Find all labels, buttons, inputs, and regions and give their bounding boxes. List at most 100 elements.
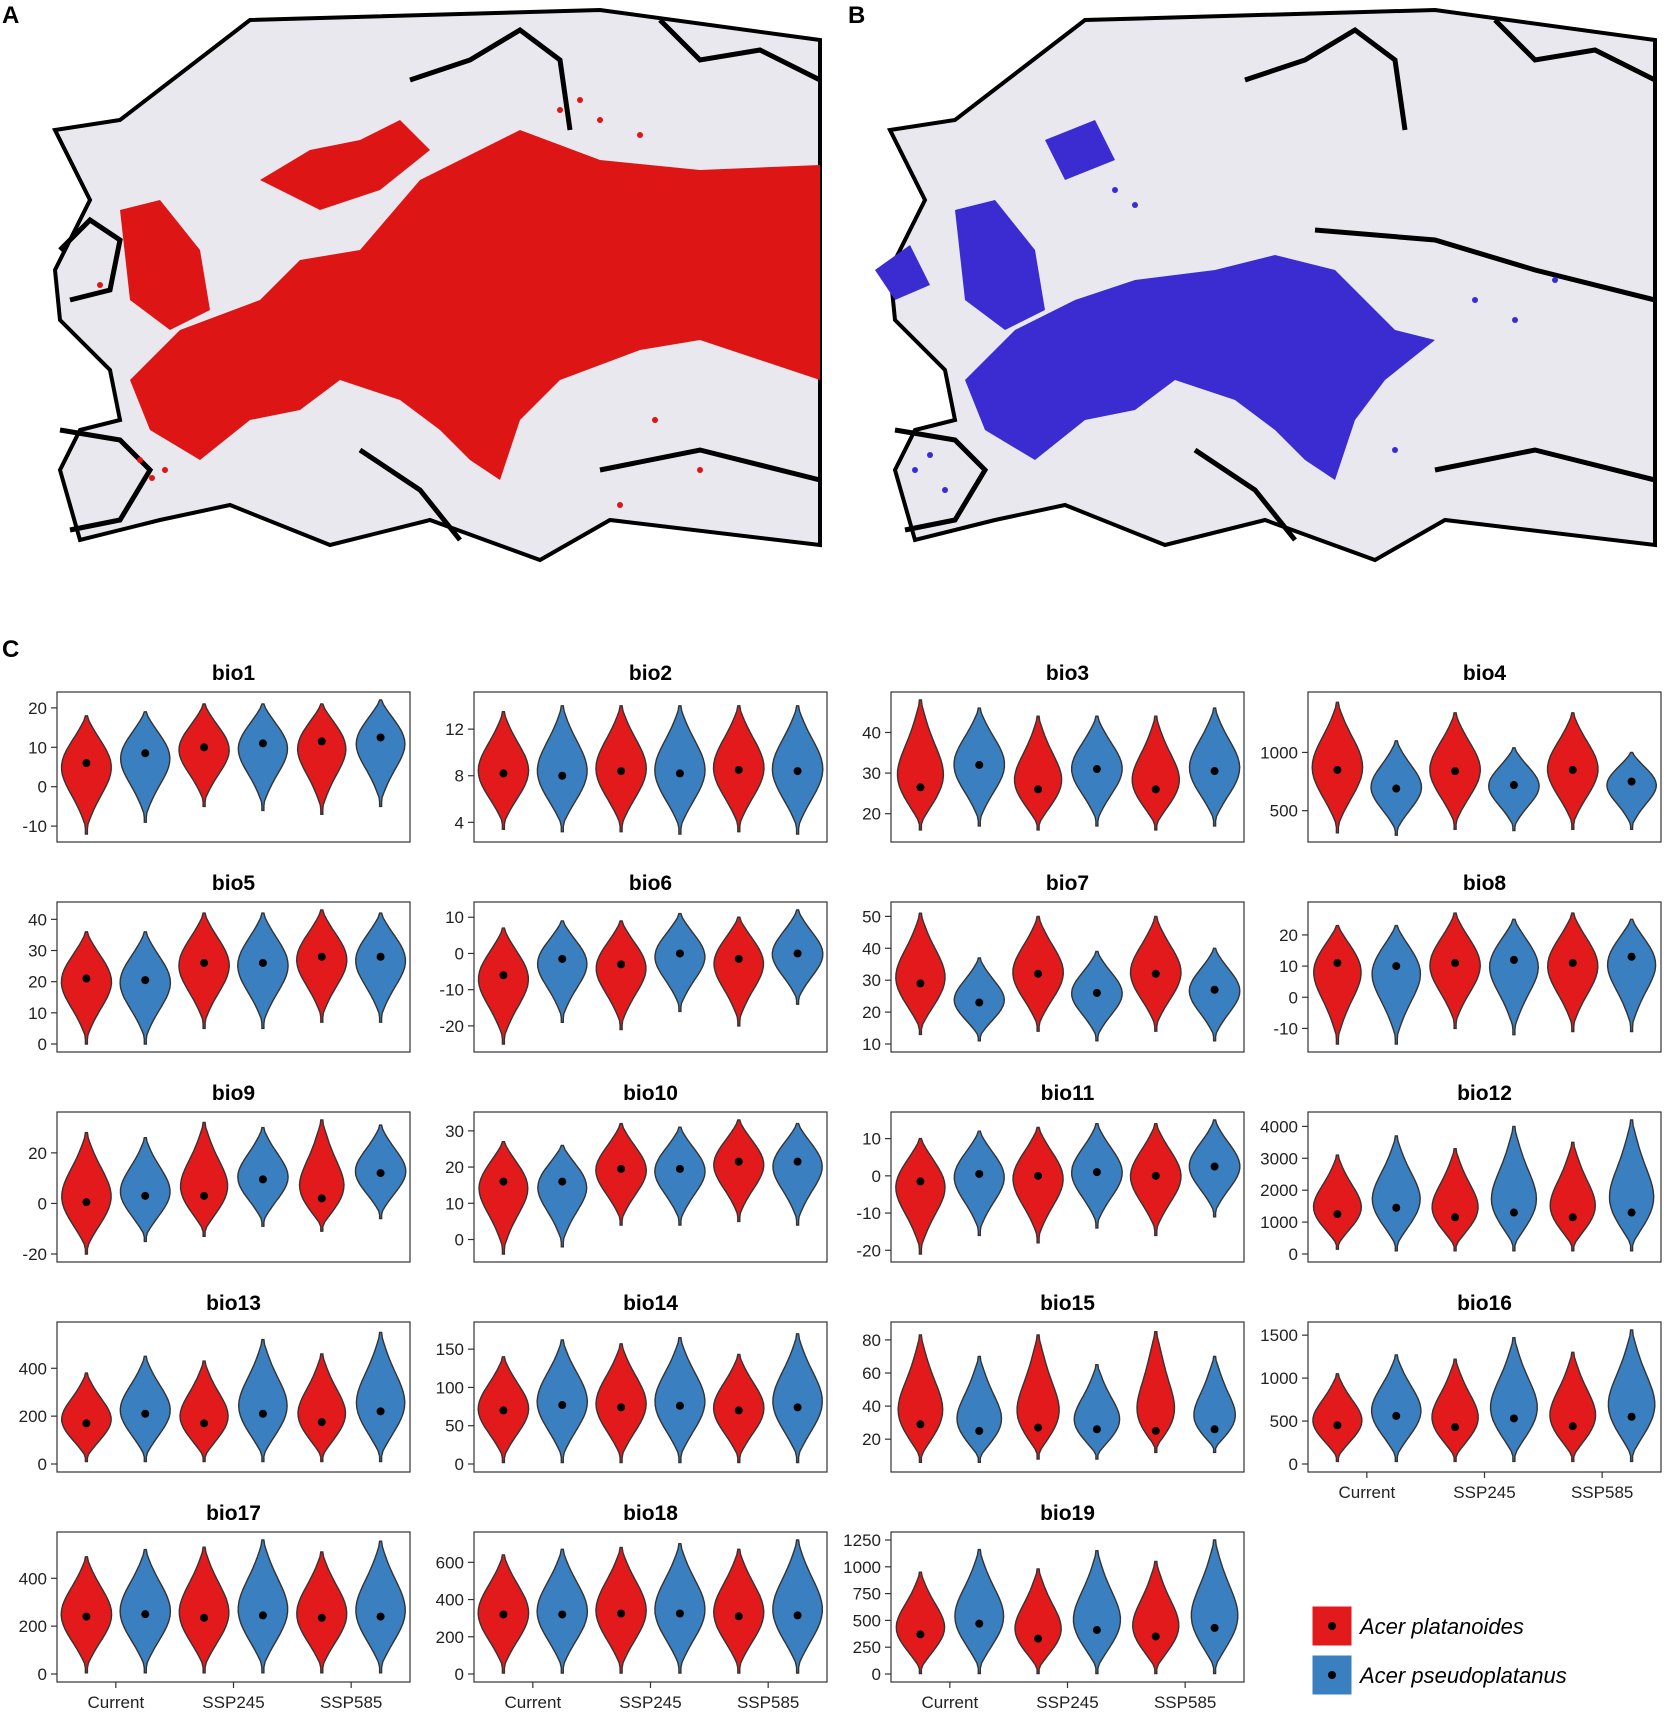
median-point (675, 1609, 684, 1618)
median-point (200, 1419, 209, 1428)
violin-platanoides-Current (895, 1137, 946, 1255)
median-point (793, 949, 802, 958)
violin-panel-bio6: bio6 -20 -10 0 10 (439, 872, 828, 1053)
violin-panel-bio7: bio7 10 20 30 40 50 (862, 872, 1245, 1054)
map-coastlines (58, 18, 822, 542)
panel-title: bio8 (1463, 872, 1506, 895)
violin-platanoides-SSP245 (1016, 1334, 1060, 1460)
violin-pseudoplatanus-SSP585 (1188, 707, 1241, 827)
median-point (258, 1611, 267, 1620)
y-tick-label: 1000 (843, 1558, 881, 1577)
y-tick-label: 50 (862, 907, 881, 926)
median-point (793, 767, 802, 776)
median-point (1392, 1203, 1401, 1212)
violin-pseudoplatanus-SSP245 (1487, 747, 1540, 832)
map-coastlines (894, 18, 1657, 542)
panel-title: bio11 (1041, 1082, 1095, 1105)
median-point (376, 733, 385, 742)
panel-frame (473, 1531, 828, 1683)
violin-platanoides-SSP585 (1131, 1560, 1180, 1675)
map-panel-a (0, 0, 835, 610)
violin-panel-bio17: bio17 0 200 400 Current SSP245 SSP585 (19, 1502, 411, 1712)
median-point (558, 954, 567, 963)
median-point (499, 1610, 508, 1619)
median-point (1210, 1623, 1219, 1632)
median-point (558, 1177, 567, 1186)
median-point (1451, 958, 1460, 967)
median-point (617, 1164, 626, 1173)
legend-key-dot (1328, 1671, 1336, 1679)
median-point (141, 1610, 150, 1619)
violin-panel-bio11: bio11 -20 -10 0 10 (856, 1082, 1245, 1263)
panel-frame (890, 1321, 1245, 1473)
violin-platanoides-SSP585 (1549, 1351, 1597, 1463)
y-tick-label: -10 (856, 1204, 881, 1223)
legend-label-0: Acer platanoides (1358, 1614, 1524, 1639)
violin-pseudoplatanus-SSP245 (1490, 1125, 1538, 1252)
median-point (141, 1409, 150, 1418)
median-point (1034, 1171, 1043, 1180)
violin-platanoides-Current (1311, 701, 1364, 834)
violin-pseudoplatanus-SSP245 (237, 1539, 289, 1674)
y-tick-label: 150 (436, 1340, 464, 1359)
violin-platanoides-SSP585 (1136, 1331, 1176, 1454)
median-point (1568, 1422, 1577, 1431)
violin-panel-bio2: bio2 4 8 12 (445, 662, 828, 843)
y-tick-label: 0 (1289, 1455, 1298, 1474)
median-point (82, 1612, 91, 1621)
x-tick-label: SSP245 (619, 1693, 681, 1712)
x-tick-label: Current (921, 1693, 978, 1712)
panel-frame (1307, 1321, 1662, 1473)
violin-pseudoplatanus-SSP245 (237, 1126, 289, 1227)
violin-pseudoplatanus-SSP585 (1607, 1329, 1656, 1463)
violin-platanoides-Current (60, 1556, 113, 1674)
violin-pseudoplatanus-Current (953, 707, 1006, 827)
median-point (1034, 785, 1043, 794)
violin-pseudoplatanus-Current (1371, 1135, 1421, 1252)
median-point (317, 1418, 326, 1427)
median-point (1568, 1213, 1577, 1222)
violin-pseudoplatanus-SSP585 (772, 1333, 823, 1464)
y-tick-label: 0 (1289, 988, 1298, 1007)
legend-label-1: Acer pseudoplatanus (1358, 1663, 1567, 1688)
violin-platanoides-SSP245 (595, 1122, 648, 1226)
violin-platanoides-SSP245 (1014, 1568, 1062, 1675)
median-point (1568, 958, 1577, 967)
y-tick-label: 20 (862, 805, 881, 824)
x-tick-label: SSP585 (1571, 1483, 1633, 1502)
violin-pseudoplatanus-SSP245 (237, 1338, 288, 1463)
y-tick-label: 40 (862, 939, 881, 958)
y-tick-label: 3000 (1260, 1149, 1298, 1168)
y-tick-label: 200 (19, 1407, 47, 1426)
median-point (675, 1164, 684, 1173)
panel-title: bio5 (212, 872, 255, 895)
violin-pseudoplatanus-SSP585 (355, 912, 407, 1023)
y-tick-label: 10 (28, 738, 47, 757)
violin-platanoides-Current (1312, 1373, 1363, 1463)
y-tick-label: 8 (455, 767, 464, 786)
violin-pseudoplatanus-SSP245 (654, 705, 706, 835)
median-point (1092, 1626, 1101, 1635)
y-tick-label: 400 (19, 1359, 47, 1378)
y-tick-label: 10 (445, 908, 464, 927)
violin-pseudoplatanus-Current (119, 931, 172, 1045)
panel-frame (890, 691, 1245, 843)
y-tick-label: 4 (455, 813, 464, 832)
panel-frame (1307, 1111, 1662, 1263)
panel-frame (56, 1111, 411, 1263)
violin-pseudoplatanus-Current (536, 1339, 589, 1464)
median-point (734, 1612, 743, 1621)
x-tick-label: SSP585 (1154, 1693, 1216, 1712)
y-tick-label: 0 (38, 1455, 47, 1474)
median-point (1333, 1210, 1342, 1219)
violin-platanoides-SSP585 (296, 1551, 348, 1674)
y-tick-label: 1500 (1260, 1326, 1298, 1345)
median-point (1392, 1411, 1401, 1420)
median-point (1627, 1208, 1636, 1217)
violin-platanoides-Current (897, 1334, 944, 1463)
violin-pseudoplatanus-SSP585 (1608, 1119, 1655, 1252)
violin-platanoides-SSP585 (298, 1119, 345, 1232)
violin-pseudoplatanus-Current (1370, 1354, 1422, 1463)
median-point (734, 1406, 743, 1415)
median-point (1092, 1425, 1101, 1434)
